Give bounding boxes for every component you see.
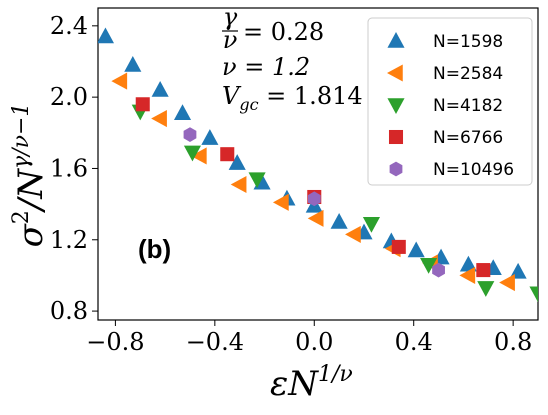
parameter-annotations: γ ν = 0.28 ν = 1.2 Vgc = 1.814 (222, 3, 363, 114)
data-point (432, 262, 445, 278)
vgc-annotation: Vgc = 1.814 (222, 82, 363, 114)
data-point (499, 274, 515, 292)
legend-box (367, 17, 533, 186)
data-point (477, 281, 495, 297)
x-axis-title-exponent: 1/ν (318, 362, 353, 387)
legend-label: N=6766 (433, 128, 503, 148)
nu-annotation: ν = 1.2 (222, 53, 310, 81)
data-point (111, 72, 128, 90)
legend-marker (389, 161, 403, 177)
ratio-denominator: ν (223, 26, 238, 54)
data-point (407, 241, 425, 258)
data-point (307, 191, 321, 207)
data-point (228, 154, 246, 170)
data-points (98, 27, 538, 303)
y-tick-label: 1.6 (50, 154, 88, 182)
x-tick-label: −0.8 (86, 328, 144, 356)
vgc-subscript: gc (239, 95, 258, 114)
data-point (459, 266, 476, 284)
data-point (151, 81, 169, 97)
data-point (201, 129, 219, 145)
data-point (391, 239, 406, 254)
legend-marker (387, 64, 403, 82)
panel-label: (b) (138, 234, 171, 264)
vgc-value: = 1.814 (259, 82, 363, 110)
legend-label: N=1598 (433, 32, 503, 52)
data-point (183, 127, 197, 142)
axis-ticks: −0.8 −0.4 0.0 0.4 0.8 0.8 1.2 1.6 2.0 2.4 (50, 12, 532, 356)
data-point (183, 145, 202, 162)
legend-marker (388, 129, 404, 145)
data-point (420, 257, 438, 274)
x-tick-label: 0.4 (395, 328, 433, 356)
data-point (307, 209, 324, 227)
x-tick-label: −0.4 (186, 328, 244, 356)
x-tick-label: 0.8 (494, 328, 532, 356)
data-point (173, 104, 192, 120)
plot-area (97, 7, 539, 321)
data-point (98, 27, 115, 44)
vgc-base: V (222, 82, 242, 110)
x-axis-title-base: εN (270, 364, 319, 404)
data-point (272, 193, 289, 211)
data-point (248, 172, 266, 189)
legend-label: N=10496 (433, 160, 514, 180)
data-point (345, 225, 361, 243)
data-point (476, 263, 491, 278)
legend-marker (387, 98, 405, 114)
data-point (230, 175, 247, 194)
legend-items: N=1598 N=2584 N=4182 N=6766 N=10496 (387, 32, 514, 180)
y-tick-label: 0.8 (50, 297, 88, 325)
y-tick-label: 1.2 (50, 226, 88, 254)
y-tick-label: 2.0 (50, 83, 88, 111)
data-point (220, 147, 235, 162)
data-point (529, 286, 538, 303)
data-point (330, 212, 348, 229)
legend-label: N=4182 (433, 96, 503, 116)
ratio-numerator: γ (223, 3, 238, 31)
y-axis-title-sup1: 2 (9, 210, 34, 224)
y-axis-title-group: σ2/Nγ/ν−1 (9, 103, 51, 248)
ratio-value: = 0.28 (243, 18, 324, 46)
data-point (362, 216, 380, 233)
y-axis-title-mid: /N (11, 168, 51, 213)
y-axis-title: σ2/Nγ/ν−1 (9, 103, 51, 248)
y-axis-title-base: σ (11, 223, 51, 247)
data-point (151, 109, 167, 128)
data-point (190, 147, 207, 165)
data-point (459, 255, 477, 272)
legend-marker (387, 32, 405, 48)
data-point (135, 97, 150, 112)
y-tick-label: 2.4 (50, 12, 88, 40)
x-tick-label: 0.0 (295, 328, 333, 356)
legend-label: N=2584 (433, 64, 503, 84)
data-point (124, 56, 142, 72)
legend: N=1598 N=2584 N=4182 N=6766 N=10496 (367, 17, 533, 186)
y-axis-title-sup2: γ/ν−1 (9, 103, 34, 169)
x-axis-title: εN1/ν (270, 362, 353, 404)
